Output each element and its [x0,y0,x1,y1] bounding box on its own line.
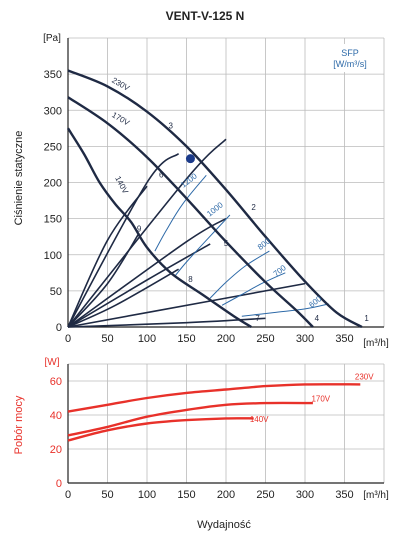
power-x-tick-label: 100 [138,489,156,501]
curve-label: 140V [113,175,130,196]
system-curve-7 [67,317,266,328]
bottom-x-unit-label: [m³/h] [363,490,389,501]
power-x-tick-label: 0 [65,489,71,501]
power-unit-label: [W] [45,357,60,368]
power-series-170V [67,401,313,437]
power-x-tick-label: 300 [296,489,314,501]
curve-label: 3 [168,121,173,130]
curve-label: 170V [110,110,131,127]
curve-label: 1 [364,314,369,323]
system-curve-2 [67,217,227,328]
flow-axis-label: Wydajność [197,519,251,531]
fan-curve-140V [66,127,252,329]
power-series-label: 140V [250,415,269,424]
power-chart: 0 50 100 150 200 250 300 350 0 20 40 60 230V 170V 140V [50,363,385,501]
sfp-curve-1200 [154,174,207,252]
power-y-tick-label: 40 [50,410,62,422]
pressure-y-tick-label: 250 [44,141,62,153]
curve-label: 600 [307,294,323,310]
pressure-x-tick-label: 100 [138,333,156,345]
power-series-label: 170V [311,394,330,403]
power-y-tick-label: 60 [50,376,62,388]
chart-title: VENT-V-125 N [166,9,245,23]
system-curve-4 [67,282,306,328]
curve-label: 5 [224,239,229,248]
system-curve-8 [67,268,179,328]
system-curve-1 [67,138,227,328]
power-axis-label: Pobór mocy [13,395,25,454]
pressure-x-tick-label: 0 [65,333,71,345]
curve-label: 4 [315,314,320,323]
power-x-tick-label: 200 [217,489,235,501]
pressure-unit-label: [Pa] [43,33,61,44]
power-x-tick-label: 150 [177,489,195,501]
system-curve-9 [67,232,140,328]
power-y-tick-label: 20 [50,444,62,456]
fan-curve-170V [67,96,314,328]
pressure-x-tick-label: 250 [256,333,274,345]
operating-point-marker [185,154,195,164]
pressure-y-tick-label: 100 [44,250,62,262]
curve-label: 6 [159,170,164,179]
pressure-y-tick-label: 150 [44,214,62,226]
pressure-y-tick-label: 0 [56,322,62,334]
power-series-230V [67,383,361,413]
curve-label: 800 [256,236,272,252]
sfp-legend-title: SFP [341,48,359,58]
sfp-curve-800 [209,250,270,299]
top-x-unit-label: [m³/h] [363,338,389,349]
curve-label: 700 [272,263,288,279]
pressure-axis-label: Ciśnienie statyczne [13,131,25,226]
curve-label: 2 [251,203,256,212]
pressure-x-tick-label: 50 [101,333,113,345]
curve-label: 8 [188,275,193,284]
power-x-tick-label: 50 [101,489,113,501]
pressure-x-tick-label: 300 [296,333,314,345]
power-series-140V [67,417,254,442]
power-x-tick-label: 250 [256,489,274,501]
sfp-legend-box [312,44,382,72]
pressure-y-tick-label: 300 [44,105,62,117]
pressure-x-tick-label: 150 [177,333,195,345]
power-x-tick-label: 350 [335,489,353,501]
pressure-y-tick-label: 50 [50,286,62,298]
system-curve-6 [67,185,148,328]
curve-label: 9 [137,225,142,234]
sfp-curve-600 [241,303,329,317]
curve-label: 7 [255,314,260,323]
pressure-x-tick-label: 350 [335,333,353,345]
sfp-curve-700 [221,272,286,306]
power-series-label: 230V [355,372,374,381]
power-y-tick-label: 0 [56,478,62,490]
pressure-y-tick-label: 350 [44,69,62,81]
fan-curve-230V [67,69,363,329]
pressure-y-tick-label: 200 [44,178,62,190]
pressure-x-tick-label: 200 [217,333,235,345]
sfp-legend-unit: [W/m³/s] [333,59,367,69]
sfp-curve-1000 [174,214,231,277]
pressure-chart: 0 50 100 150 200 250 300 350 0 50 100 150 200 250 300 3… [44,37,385,345]
curve-label: 1000 [205,200,225,218]
